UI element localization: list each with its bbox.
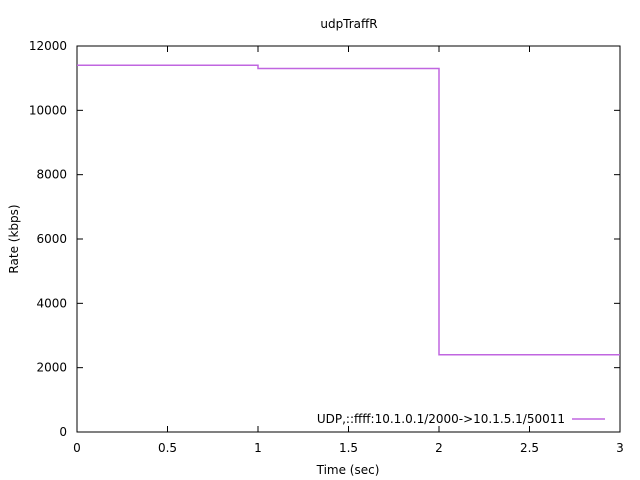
y-tick-label: 6000 xyxy=(36,232,67,246)
x-tick-label: 1 xyxy=(254,441,262,455)
legend: UDP,::ffff:10.1.0.1/2000->10.1.5.1/50011 xyxy=(317,412,605,426)
y-axis-ticks: 0 2000 4000 6000 8000 10000 12000 xyxy=(29,39,620,439)
series-layer xyxy=(77,64,620,356)
x-axis-label: Time (sec) xyxy=(316,463,380,477)
x-tick-label: 0 xyxy=(73,441,81,455)
y-tick-label: 0 xyxy=(59,425,67,439)
x-tick-label: 2.5 xyxy=(520,441,539,455)
series-line xyxy=(77,64,620,356)
chart-title: udpTraffR xyxy=(320,17,377,31)
plot-frame xyxy=(76,45,621,433)
y-axis-label: Rate (kbps) xyxy=(7,204,21,273)
x-tick-label: 2 xyxy=(435,441,443,455)
x-tick-label: 1.5 xyxy=(339,441,358,455)
legend-label: UDP,::ffff:10.1.0.1/2000->10.1.5.1/50011 xyxy=(317,412,565,426)
x-axis-ticks: 0 0.5 1 1.5 2 2.5 3 xyxy=(73,46,624,455)
y-tick-label: 4000 xyxy=(36,296,67,310)
y-tick-label: 10000 xyxy=(29,103,67,117)
x-tick-label: 0.5 xyxy=(158,441,177,455)
y-tick-label: 8000 xyxy=(36,168,67,182)
x-tick-label: 3 xyxy=(616,441,624,455)
y-tick-label: 12000 xyxy=(29,39,67,53)
y-tick-label: 2000 xyxy=(36,361,67,375)
